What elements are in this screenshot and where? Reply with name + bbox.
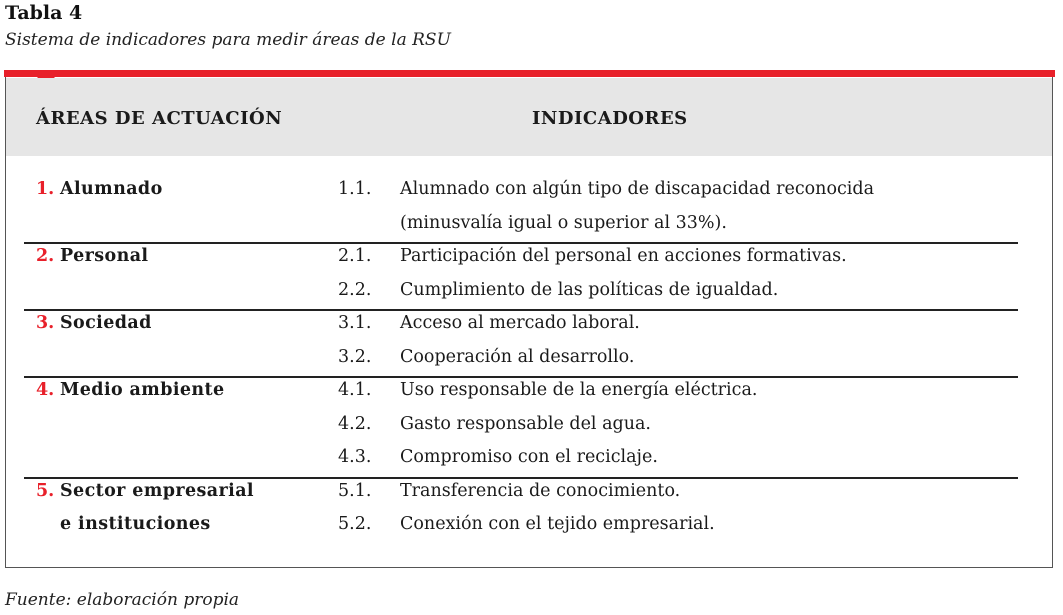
indicator-text: Cooperación al desarrollo.	[400, 346, 635, 367]
area-number: 2.	[36, 246, 55, 266]
indicator-text: Participación del personal en acciones f…	[400, 246, 847, 266]
indicator-code: 1.1.	[338, 179, 372, 199]
accent-bar	[4, 70, 1055, 77]
indicator-code: 4.2.	[338, 413, 372, 434]
indicator-text: Gasto responsable del agua.	[400, 413, 651, 434]
indicator-code: 5.1.	[338, 480, 372, 501]
row-separator	[24, 376, 1018, 378]
table-frame	[5, 77, 1053, 568]
area-name: e instituciones	[60, 514, 211, 534]
area-name: Medio ambiente	[60, 380, 225, 400]
area-number: 4.	[36, 380, 55, 400]
row-separator	[24, 242, 1018, 244]
indicator-text: Transferencia de conocimiento.	[400, 480, 681, 501]
indicator-code: 2.1.	[338, 246, 372, 266]
area-name: Sector empresarial	[60, 480, 254, 501]
area-number: 3.	[36, 313, 55, 333]
column-header-indicadores: INDICADORES	[532, 108, 688, 129]
indicator-text: (minusvalía igual o superior al 33%).	[400, 212, 727, 233]
indicator-text: Alumnado con algún tipo de discapacidad …	[400, 179, 875, 199]
table-title: Sistema de indicadores para medir áreas …	[5, 30, 451, 50]
indicator-text: Cumplimiento de las políticas de igualda…	[400, 279, 779, 300]
table-label: Tabla 4	[5, 2, 83, 24]
area-name: Personal	[60, 246, 149, 266]
row-separator	[24, 309, 1018, 311]
indicator-text: Conexión con el tejido empresarial.	[400, 514, 715, 534]
area-number: 5.	[36, 480, 55, 501]
indicator-code: 4.1.	[338, 380, 372, 400]
indicator-text: Uso responsable de la energía eléctrica.	[400, 380, 758, 400]
area-name: Alumnado	[60, 179, 163, 199]
indicator-code: 3.2.	[338, 346, 372, 367]
indicator-code: 2.2.	[338, 279, 372, 300]
area-number: 1.	[36, 179, 55, 199]
area-name: Sociedad	[60, 313, 152, 333]
table-source-note: Fuente: elaboración propia	[5, 590, 240, 610]
table-header-band	[6, 78, 1052, 156]
row-separator	[24, 476, 1018, 479]
indicator-text: Acceso al mercado laboral.	[400, 313, 640, 333]
indicator-code: 3.1.	[338, 313, 372, 333]
indicator-code: 4.3.	[338, 447, 372, 467]
indicator-text: Compromiso con el reciclaje.	[400, 447, 658, 467]
indicator-code: 5.2.	[338, 514, 372, 534]
column-header-areas: ÁREAS DE ACTUACIÓN	[36, 108, 283, 129]
